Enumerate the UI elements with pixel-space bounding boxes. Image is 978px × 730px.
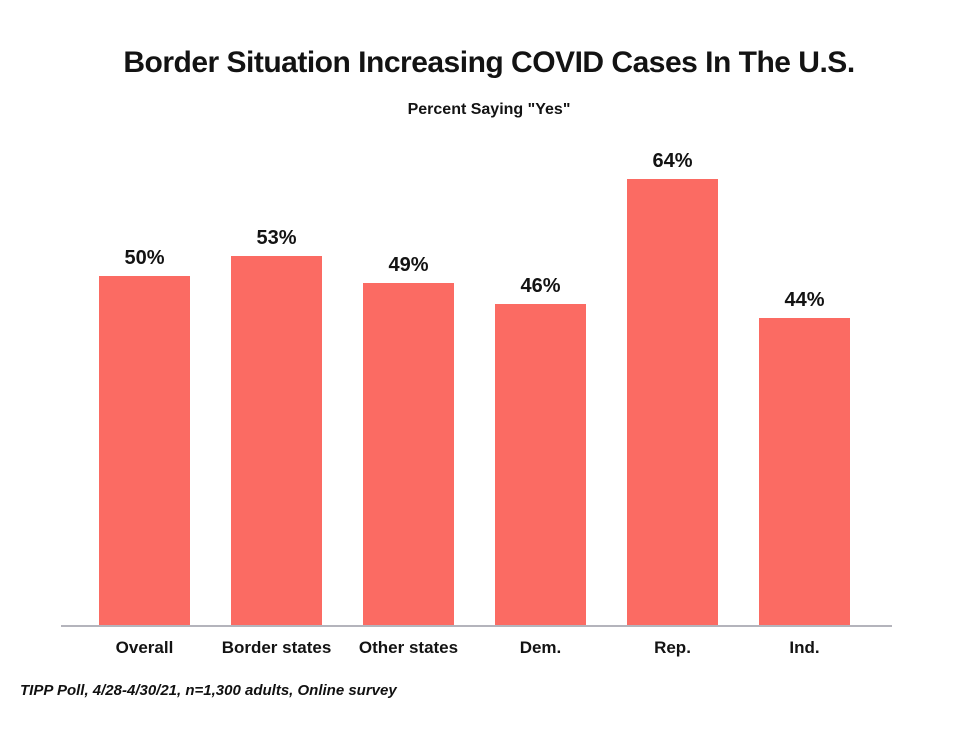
bar-border-states	[231, 256, 322, 625]
source-note: TIPP Poll, 4/28-4/30/21, n=1,300 adults,…	[20, 682, 397, 699]
value-label-other-states: 49%	[388, 254, 429, 276]
chart-subtitle: Percent Saying "Yes"	[407, 101, 571, 118]
category-label-dem: Dem.	[519, 638, 562, 657]
value-label-overall: 50%	[124, 247, 165, 269]
bar-ind	[759, 318, 850, 625]
bar-overall	[99, 276, 190, 625]
value-label-border-states: 53%	[256, 227, 297, 249]
bar-rep	[627, 179, 718, 625]
value-label-dem: 46%	[520, 275, 561, 297]
category-label-other-states: Other states	[358, 638, 459, 657]
value-label-ind: 44%	[784, 289, 825, 311]
category-label-ind: Ind.	[789, 638, 820, 657]
value-label-rep: 64%	[652, 150, 693, 172]
bar-other-states	[363, 283, 454, 625]
chart-title: Border Situation Increasing COVID Cases …	[123, 46, 855, 79]
category-label-overall: Overall	[115, 638, 174, 657]
bar-dem	[495, 304, 586, 625]
category-label-rep: Rep.	[654, 638, 691, 657]
category-label-border-states: Border states	[221, 638, 332, 657]
x-axis-line	[61, 625, 892, 627]
